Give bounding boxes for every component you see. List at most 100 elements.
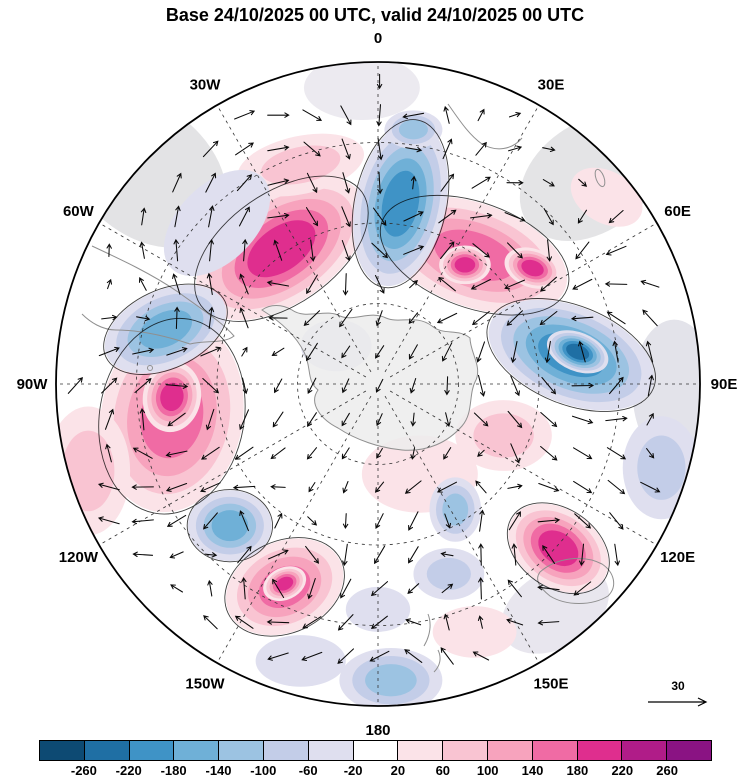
wind-arrow bbox=[241, 576, 247, 600]
wind-arrow bbox=[305, 545, 320, 564]
wind-arrow bbox=[375, 378, 384, 393]
wind-arrow bbox=[544, 340, 551, 364]
wind-arrow bbox=[132, 551, 154, 558]
wind-arrow bbox=[478, 576, 484, 600]
wind-arrow bbox=[436, 312, 458, 324]
wind-arrow bbox=[266, 619, 290, 625]
madagascar-coastline bbox=[594, 168, 606, 188]
wind-arrow bbox=[570, 315, 594, 322]
colorbar-cell bbox=[308, 741, 354, 760]
wind-arrow bbox=[306, 274, 318, 295]
wind-arrow bbox=[374, 545, 386, 565]
anomaly-region-blue-top-center bbox=[381, 170, 420, 237]
wind-arrow bbox=[234, 615, 254, 629]
wind-arrow bbox=[370, 581, 389, 597]
meridian-line bbox=[384, 104, 540, 373]
colorbar-cell bbox=[219, 741, 264, 760]
wind-arrow bbox=[647, 374, 654, 397]
wind-arrow bbox=[342, 273, 349, 296]
colorbar-tick: 180 bbox=[566, 763, 589, 778]
colorbar-tick: -140 bbox=[205, 763, 232, 778]
longitude-labels: 0 30E 60E 90E 120E 150E 180 150W 120W 90W 60W 30W bbox=[17, 30, 738, 738]
background-tint bbox=[303, 55, 420, 120]
wind-arrow bbox=[166, 347, 188, 356]
outside-map-mask bbox=[0, 28, 750, 738]
wind-arrow bbox=[106, 243, 112, 258]
wind-arrow bbox=[173, 238, 179, 262]
wind-arrow bbox=[106, 278, 113, 290]
wind-arrow bbox=[341, 138, 351, 160]
colorbar-tick: -220 bbox=[115, 763, 142, 778]
wind-arrow bbox=[167, 412, 186, 427]
wind-arrow bbox=[200, 346, 222, 357]
wind-arrow bbox=[97, 516, 120, 525]
wind-arrow bbox=[404, 649, 423, 663]
anomaly-region-blue-south-southeast bbox=[426, 557, 471, 591]
wind-arrow bbox=[270, 484, 286, 490]
wind-arrow bbox=[402, 112, 425, 120]
colorbar-tick: 60 bbox=[435, 763, 451, 778]
wind-arrow bbox=[440, 551, 454, 557]
wind-arrow bbox=[268, 315, 288, 321]
colorbar-tick: -20 bbox=[343, 763, 363, 778]
wind-arrow bbox=[440, 173, 455, 192]
anomaly-region-pink-left-core bbox=[160, 382, 184, 412]
wind-arrow bbox=[308, 482, 316, 493]
wind-arrow bbox=[444, 376, 450, 396]
wind-arrow bbox=[235, 142, 254, 156]
wind-arrow bbox=[476, 341, 486, 363]
anomaly-region-pink-top-right-core-e bbox=[521, 259, 544, 277]
wind-arrow bbox=[104, 408, 115, 430]
wind-arrow bbox=[572, 447, 593, 460]
wind-arrow bbox=[542, 179, 555, 187]
wind-arrow bbox=[172, 273, 181, 295]
wind-arrow bbox=[374, 274, 385, 294]
wind-arrow bbox=[408, 546, 419, 564]
wind-arrow bbox=[138, 277, 147, 291]
wind-arrow bbox=[271, 347, 285, 356]
wind-arrow bbox=[573, 480, 593, 494]
meridian-line bbox=[216, 104, 372, 373]
contour-line bbox=[224, 537, 345, 637]
wind-arrow bbox=[204, 552, 218, 558]
wind-arrow bbox=[339, 308, 353, 328]
wind-arrow bbox=[232, 484, 256, 491]
wind-arrow bbox=[510, 340, 518, 364]
wind-arrow bbox=[640, 279, 660, 288]
wind-arrow bbox=[341, 206, 351, 228]
anomaly-region-pink-upper-right-edge bbox=[570, 167, 643, 227]
meridian-line bbox=[389, 222, 658, 378]
anomaly-region-blue-lower-left bbox=[211, 510, 249, 542]
anomaly-region-blue-left bbox=[138, 309, 193, 349]
wind-arrow bbox=[573, 581, 592, 596]
wind-arrow bbox=[508, 145, 523, 152]
wind-arrow bbox=[572, 278, 593, 290]
colorbar-tick: -260 bbox=[70, 763, 97, 778]
wind-arrow bbox=[303, 310, 321, 327]
wind-arrow bbox=[510, 375, 520, 397]
colorbar-cell bbox=[667, 741, 711, 760]
wind-arrow bbox=[172, 172, 182, 193]
wind-arrow bbox=[507, 483, 523, 490]
wind-arrow bbox=[508, 511, 521, 531]
colorbar-cell bbox=[174, 741, 220, 760]
wind-arrow bbox=[606, 447, 627, 460]
wind-arrow bbox=[440, 241, 455, 260]
colorbar-tick: -100 bbox=[250, 763, 277, 778]
meridian-line bbox=[98, 390, 367, 546]
south-america-coastline bbox=[81, 245, 235, 345]
wind-arrow bbox=[477, 615, 484, 629]
wind-arrow bbox=[472, 243, 491, 258]
wind-arrow bbox=[238, 206, 250, 227]
wind-arrow bbox=[445, 412, 451, 428]
contour-line bbox=[379, 194, 570, 316]
wind-arrow bbox=[506, 310, 523, 326]
wind-arrow bbox=[614, 543, 620, 567]
latitude-circle bbox=[297, 303, 459, 465]
coastline-layer bbox=[81, 103, 615, 673]
colorbar-tick: -180 bbox=[160, 763, 187, 778]
colorbar-cell bbox=[532, 741, 578, 760]
wind-arrow bbox=[234, 446, 254, 460]
wind-arrow bbox=[200, 482, 221, 493]
wind-arrow bbox=[504, 212, 526, 222]
